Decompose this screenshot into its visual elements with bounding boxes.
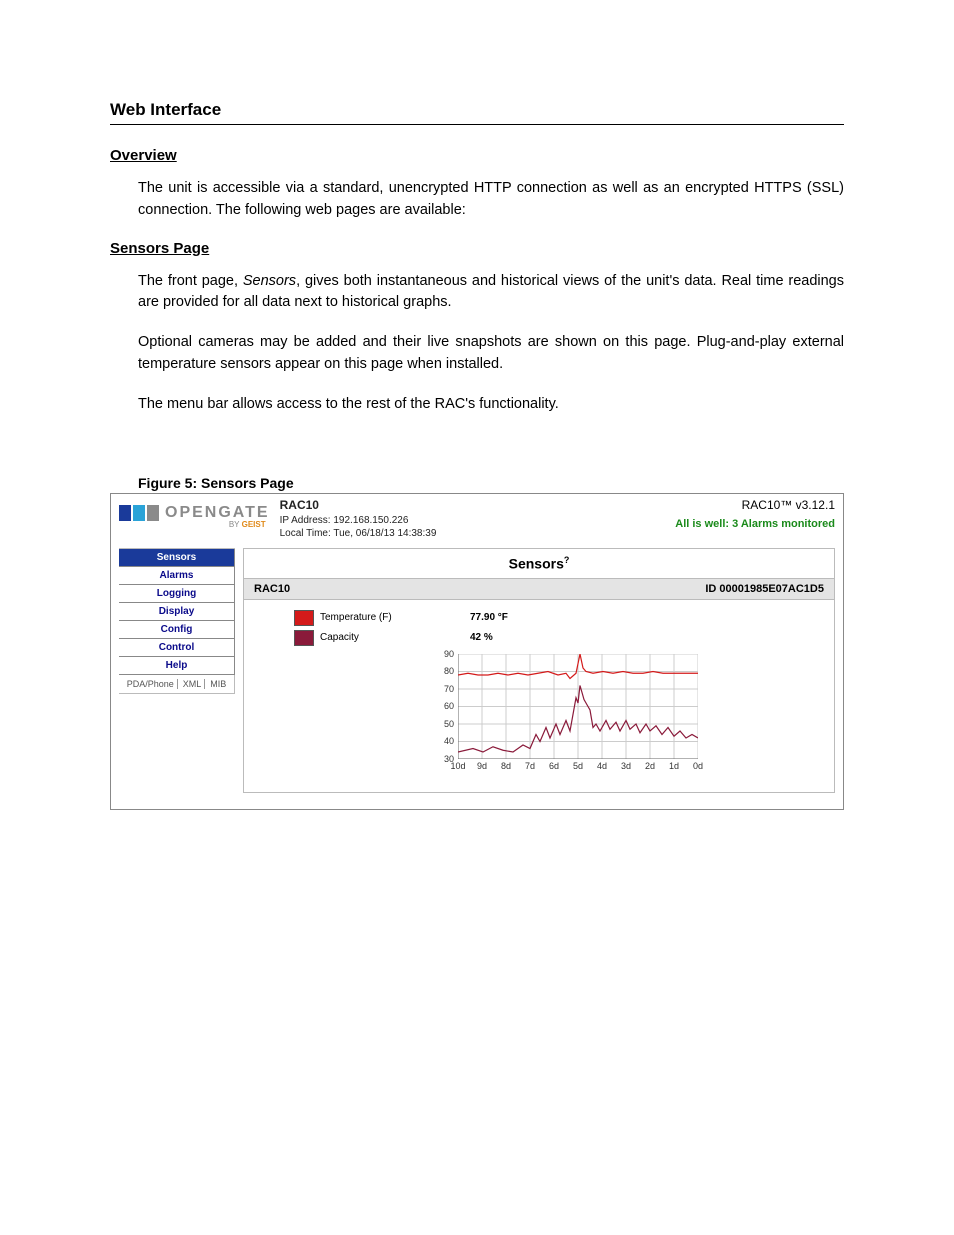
reading-value: 77.90 °F [470, 612, 508, 623]
x-tick: 5d [573, 761, 583, 776]
version-label: RAC10™ v3.12.1 [675, 498, 835, 512]
reading-row: Temperature (F)77.90 °F [294, 610, 834, 626]
label: IP Address: [280, 515, 334, 526]
device-info: RAC10 IP Address: 192.168.150.226 Local … [280, 498, 437, 540]
nav-sublink-xml[interactable]: XML [180, 679, 206, 689]
sensors-screenshot: OPENGATE BY GEIST RAC10 IP Address: 192.… [110, 493, 844, 809]
x-tick: 1d [669, 761, 679, 776]
y-tick: 90 [434, 649, 454, 659]
screenshot-header: OPENGATE BY GEIST RAC10 IP Address: 192.… [111, 494, 843, 542]
value: Tue, 06/18/13 14:38:39 [333, 528, 436, 539]
nav-item-config[interactable]: Config [119, 621, 235, 639]
y-tick: 40 [434, 736, 454, 746]
x-tick: 7d [525, 761, 535, 776]
nav-item-sensors[interactable]: Sensors [119, 549, 235, 567]
device-ip: IP Address: 192.168.150.226 [280, 514, 437, 527]
y-tick: 50 [434, 719, 454, 729]
logo-byline: BY GEIST [119, 520, 266, 529]
x-tick: 9d [477, 761, 487, 776]
nav-sublink-pdaphone[interactable]: PDA/Phone [124, 679, 178, 689]
readings-block: Temperature (F)77.90 °FCapacity42 % [244, 600, 834, 646]
reading-value: 42 % [470, 632, 493, 643]
text: Sensors [509, 556, 564, 572]
label: Local Time: [280, 528, 334, 539]
sensors-heading: Sensors Page [110, 240, 844, 257]
nav-item-help[interactable]: Help [119, 657, 235, 675]
overview-heading: Overview [110, 147, 844, 164]
sidebar-nav: SensorsAlarmsLoggingDisplayConfigControl… [119, 548, 235, 694]
chart-svg [458, 654, 698, 759]
sensors-para-3: The menu bar allows access to the rest o… [138, 394, 844, 416]
x-tick: 0d [693, 761, 703, 776]
nav-item-logging[interactable]: Logging [119, 585, 235, 603]
device-name: RAC10 [254, 583, 290, 595]
alarm-status: All is well: 3 Alarms monitored [675, 518, 835, 530]
device-id: ID 00001985E07AC1D5 [705, 583, 824, 595]
nav-item-display[interactable]: Display [119, 603, 235, 621]
logo-block: OPENGATE BY GEIST [119, 498, 270, 529]
color-swatch [294, 630, 314, 646]
logo-square-3 [147, 505, 159, 521]
text: BY [229, 520, 240, 529]
y-tick: 60 [434, 701, 454, 711]
reading-label: Temperature (F) [320, 612, 470, 623]
page-title: Web Interface [110, 100, 844, 125]
value: 192.168.150.226 [333, 515, 408, 526]
logo-square-1 [119, 505, 131, 521]
nav-sublinks: PDA/PhoneXMLMIB [119, 675, 235, 694]
text: The front page, [138, 273, 243, 289]
nav-item-alarms[interactable]: Alarms [119, 567, 235, 585]
logo-square-2 [133, 505, 145, 521]
x-tick: 8d [501, 761, 511, 776]
sensors-para-2: Optional cameras may be added and their … [138, 332, 844, 376]
x-tick: 3d [621, 761, 631, 776]
value: 00001985E07AC1D5 [719, 583, 824, 595]
x-tick: 2d [645, 761, 655, 776]
overview-para: The unit is accessible via a standard, u… [138, 178, 844, 222]
main-panel: Sensors? RAC10 ID 00001985E07AC1D5 Tempe… [243, 548, 835, 793]
sensors-emph: Sensors [243, 273, 296, 289]
label: ID [705, 583, 719, 595]
nav-sublink-mib[interactable]: MIB [207, 679, 229, 689]
y-tick: 70 [434, 684, 454, 694]
reading-row: Capacity42 % [294, 630, 834, 646]
x-tick: 6d [549, 761, 559, 776]
color-swatch [294, 610, 314, 626]
vendor-name: GEIST [242, 520, 266, 529]
history-chart: 3040506070809010d9d8d7d6d5d4d3d2d1d0d [434, 654, 714, 774]
device-title: RAC10 [280, 498, 437, 514]
y-tick: 80 [434, 666, 454, 676]
reading-label: Capacity [320, 632, 470, 643]
header-right: RAC10™ v3.12.1 All is well: 3 Alarms mon… [675, 498, 835, 530]
device-time: Local Time: Tue, 06/18/13 14:38:39 [280, 527, 437, 540]
device-bar: RAC10 ID 00001985E07AC1D5 [244, 578, 834, 600]
sensors-para-1: The front page, Sensors, gives both inst… [138, 271, 844, 315]
x-tick: 4d [597, 761, 607, 776]
figure-caption: Figure 5: Sensors Page [138, 475, 844, 491]
nav-item-control[interactable]: Control [119, 639, 235, 657]
x-tick: 10d [450, 761, 465, 776]
panel-title: Sensors? [244, 549, 834, 578]
